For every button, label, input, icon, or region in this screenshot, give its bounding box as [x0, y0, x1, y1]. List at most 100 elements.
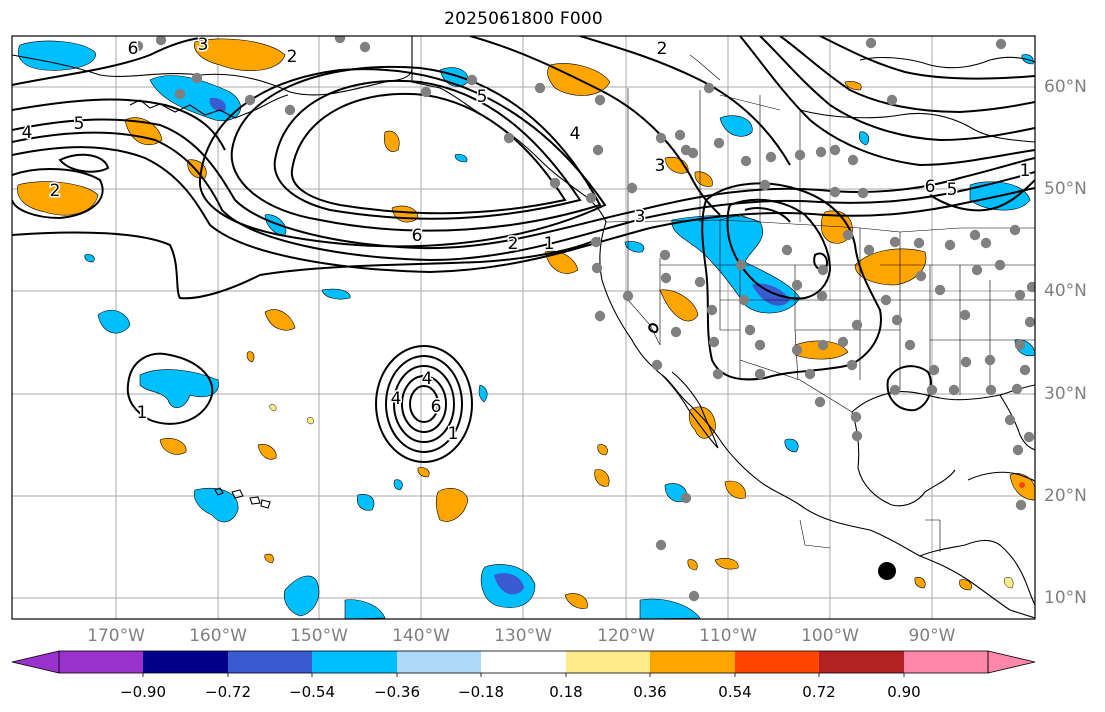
colorbar-bin — [143, 651, 228, 673]
station-dot — [886, 94, 898, 106]
station-dot — [713, 137, 725, 149]
station-dot — [791, 279, 803, 291]
contour-value-label: 1 — [448, 424, 459, 444]
lon-label: 150°W — [290, 626, 348, 646]
station-dot — [659, 249, 671, 261]
station-dot — [534, 82, 546, 94]
colorbar-tick-label: 0.18 — [549, 683, 583, 701]
station-dot — [334, 36, 346, 44]
station-dot — [466, 74, 478, 86]
lon-label: 140°W — [392, 626, 450, 646]
contour-value-label: 2 — [287, 47, 298, 67]
station-dot — [863, 244, 875, 256]
storm-center-marker — [878, 562, 896, 580]
station-dot — [674, 129, 686, 141]
colorbar-bin — [59, 651, 143, 673]
station-dot — [738, 294, 750, 306]
station-dot — [889, 236, 901, 248]
station-dot — [651, 359, 663, 371]
station-dot — [926, 384, 938, 396]
colorbar-outline — [58, 650, 989, 674]
lat-label: 30°N — [1044, 384, 1087, 404]
station-dot — [132, 40, 144, 52]
contour-value-label: 2 — [50, 181, 61, 201]
station-dot — [814, 396, 826, 408]
contour-value-label: 4 — [422, 369, 433, 389]
contour-value-label: 4 — [22, 123, 33, 143]
station-dot — [191, 72, 203, 84]
station-dot — [284, 104, 296, 116]
station-dot — [781, 244, 793, 256]
colorbar — [11, 650, 1036, 677]
station-dot — [174, 88, 186, 100]
station-dot — [765, 151, 777, 163]
station-dot — [829, 186, 841, 198]
station-dot — [1024, 316, 1035, 328]
station-dot — [585, 192, 597, 204]
pale-positive-shading — [269, 404, 1014, 589]
station-dot — [984, 354, 996, 366]
colorbar-bin — [566, 651, 650, 673]
lon-label: 110°W — [699, 626, 757, 646]
contour-value-label: 1 — [1020, 161, 1031, 181]
station-dot — [804, 368, 816, 380]
lat-label: 50°N — [1044, 179, 1087, 199]
contour-value-label: 6 — [925, 177, 936, 197]
colorbar-bin — [650, 651, 735, 673]
station-dot — [851, 319, 863, 331]
lat-label: 10°N — [1044, 588, 1087, 608]
colorbar-bin — [819, 651, 904, 673]
station-dot — [759, 179, 771, 191]
colorbar-bin — [312, 651, 397, 673]
station-dot — [706, 304, 718, 316]
station-dot — [857, 187, 869, 199]
colorbar-bin — [228, 651, 312, 673]
station-dot — [934, 284, 946, 296]
station-dot — [969, 229, 981, 241]
negative-anomaly-shading — [17, 40, 1035, 619]
lat-label: 60°N — [1044, 77, 1087, 97]
contour-value-label: 2 — [508, 234, 519, 254]
contour-value-label: 3 — [198, 35, 209, 55]
station-dot — [959, 309, 971, 321]
station-dot — [816, 290, 828, 302]
station-dot — [891, 314, 903, 326]
station-dot — [594, 94, 606, 106]
station-dot — [847, 154, 859, 166]
station-dot — [960, 356, 972, 368]
station-dot — [244, 94, 256, 106]
station-dot — [985, 384, 997, 396]
station-dot — [817, 339, 829, 351]
observation-stations — [132, 36, 1035, 602]
station-dot — [655, 539, 667, 551]
colorbar-tick-label: 0.90 — [887, 683, 921, 701]
station-dot — [1015, 499, 1027, 511]
station-dot — [880, 294, 892, 306]
station-dot — [626, 182, 638, 194]
station-dot — [591, 262, 603, 274]
colorbar-extend-max — [987, 650, 1036, 674]
station-dot — [850, 411, 862, 423]
station-dot — [1012, 444, 1024, 456]
station-dot — [1009, 224, 1021, 236]
station-dot — [703, 82, 715, 94]
station-dot — [971, 264, 983, 276]
colorbar-tick-label: −0.54 — [289, 683, 335, 701]
colorbar-extend-min — [11, 650, 60, 674]
station-dot — [1014, 339, 1026, 351]
contour-value-label: 5 — [947, 180, 958, 200]
lon-label: 90°W — [908, 626, 956, 646]
contour-value-label: 6 — [412, 226, 423, 246]
station-dot — [1026, 281, 1035, 293]
red-anomaly-shading — [1019, 482, 1025, 488]
colorbar-tick-label: 0.72 — [802, 683, 836, 701]
contour-value-label: 4 — [391, 389, 402, 409]
colorbar-bin — [397, 651, 481, 673]
station-dot — [980, 237, 992, 249]
station-dot — [889, 384, 901, 396]
colorbar-bin — [735, 651, 819, 673]
station-dot — [359, 41, 371, 53]
station-dot — [688, 590, 700, 602]
contour-value-label: 2 — [657, 39, 668, 59]
